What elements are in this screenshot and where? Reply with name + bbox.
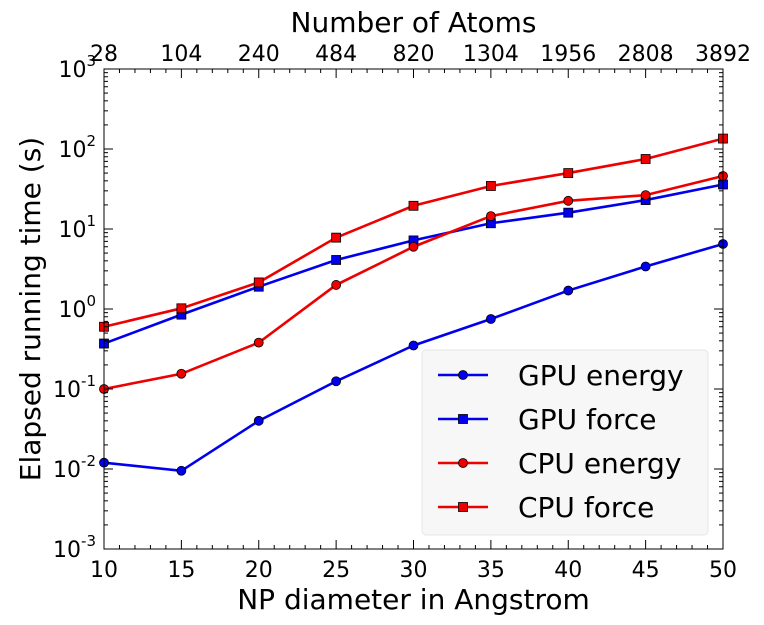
data-point-cpu-force [485, 181, 496, 191]
data-point-gpu-energy [253, 415, 264, 426]
series-gpu-energy [99, 239, 728, 476]
series-layer [99, 133, 728, 476]
data-point-gpu-force [563, 207, 574, 218]
x-tick-label: 40 [554, 558, 582, 583]
x-tick-label: 25 [322, 558, 350, 583]
y-tick-label: 10-3 [53, 532, 96, 563]
x-tick-label: 10 [90, 558, 118, 583]
top-x-tick-label: 240 [238, 42, 280, 67]
y-tick-label: 100 [58, 292, 96, 323]
top-x-tick-label: 1956 [540, 42, 596, 67]
ticks-layer [103, 68, 724, 550]
legend-marker-gpu-force [458, 414, 468, 424]
data-point-cpu-energy [640, 190, 651, 201]
y-tick-label: 10-1 [53, 372, 96, 403]
x-tick-label: 15 [167, 558, 195, 583]
top-x-tick-label: 820 [393, 42, 435, 67]
data-point-cpu-force [563, 168, 574, 178]
top-x-tick-label: 484 [315, 42, 357, 67]
legend-marker-cpu-energy [458, 458, 468, 468]
data-point-cpu-force [176, 303, 187, 314]
series-line-cpu-force [103, 137, 724, 329]
x-tick-label: 30 [400, 558, 428, 583]
data-point-gpu-energy [485, 314, 496, 324]
top-x-tick-label: 3892 [695, 42, 751, 67]
top-x-tick-label: 28 [90, 42, 118, 67]
data-point-cpu-energy [408, 241, 419, 252]
series-cpu-energy [99, 171, 728, 394]
legend-box [421, 349, 709, 536]
top-axis-title: Number of Atoms [291, 6, 537, 39]
data-point-cpu-force [331, 232, 342, 243]
data-point-cpu-energy [563, 195, 574, 206]
data-point-gpu-energy [176, 465, 187, 476]
legend-label-gpu-energy: GPU energy [518, 359, 684, 392]
legend-label-cpu-energy: CPU energy [518, 447, 681, 480]
y-tick-label: 101 [58, 212, 96, 243]
data-point-cpu-force [640, 154, 651, 164]
labels-layer: 10 28 15 104 20 240 25 484 30 820 35 1304 40 1956 45 28… [53, 42, 751, 583]
data-point-gpu-energy [331, 376, 342, 387]
data-point-cpu-force [253, 277, 264, 288]
legend-label-gpu-force: GPU force [518, 403, 656, 436]
data-point-cpu-force [408, 200, 419, 211]
data-point-gpu-energy [408, 340, 419, 351]
x-tick-label: 20 [245, 558, 273, 583]
x-tick-label: 50 [709, 558, 737, 583]
legend-marker-cpu-force [458, 502, 468, 512]
data-point-cpu-energy [253, 337, 264, 348]
x-tick-label: 45 [632, 558, 660, 583]
legend: GPU energy GPU force CPU energy CPU force [421, 349, 709, 536]
x-axis-title: NP diameter in Angstrom [237, 583, 590, 616]
top-x-tick-label: 1304 [463, 42, 519, 67]
x-tick-label: 35 [477, 558, 505, 583]
y-tick-label: 102 [58, 132, 96, 163]
data-point-cpu-energy [176, 368, 187, 379]
y-axis-title: Elapsed running time (s) [14, 137, 47, 481]
top-x-tick-label: 2808 [618, 42, 674, 67]
top-x-tick-label: 104 [160, 42, 202, 67]
data-point-cpu-energy [331, 280, 342, 290]
y-tick-label: 103 [58, 52, 96, 83]
data-point-gpu-force [331, 255, 342, 265]
series-cpu-force [99, 133, 728, 332]
y-tick-label: 10-2 [53, 452, 96, 483]
legend-marker-gpu-energy [458, 370, 468, 380]
data-point-gpu-energy [640, 261, 651, 272]
legend-label-cpu-force: CPU force [518, 491, 654, 524]
data-point-cpu-energy [485, 211, 496, 221]
data-point-gpu-energy [563, 285, 574, 296]
